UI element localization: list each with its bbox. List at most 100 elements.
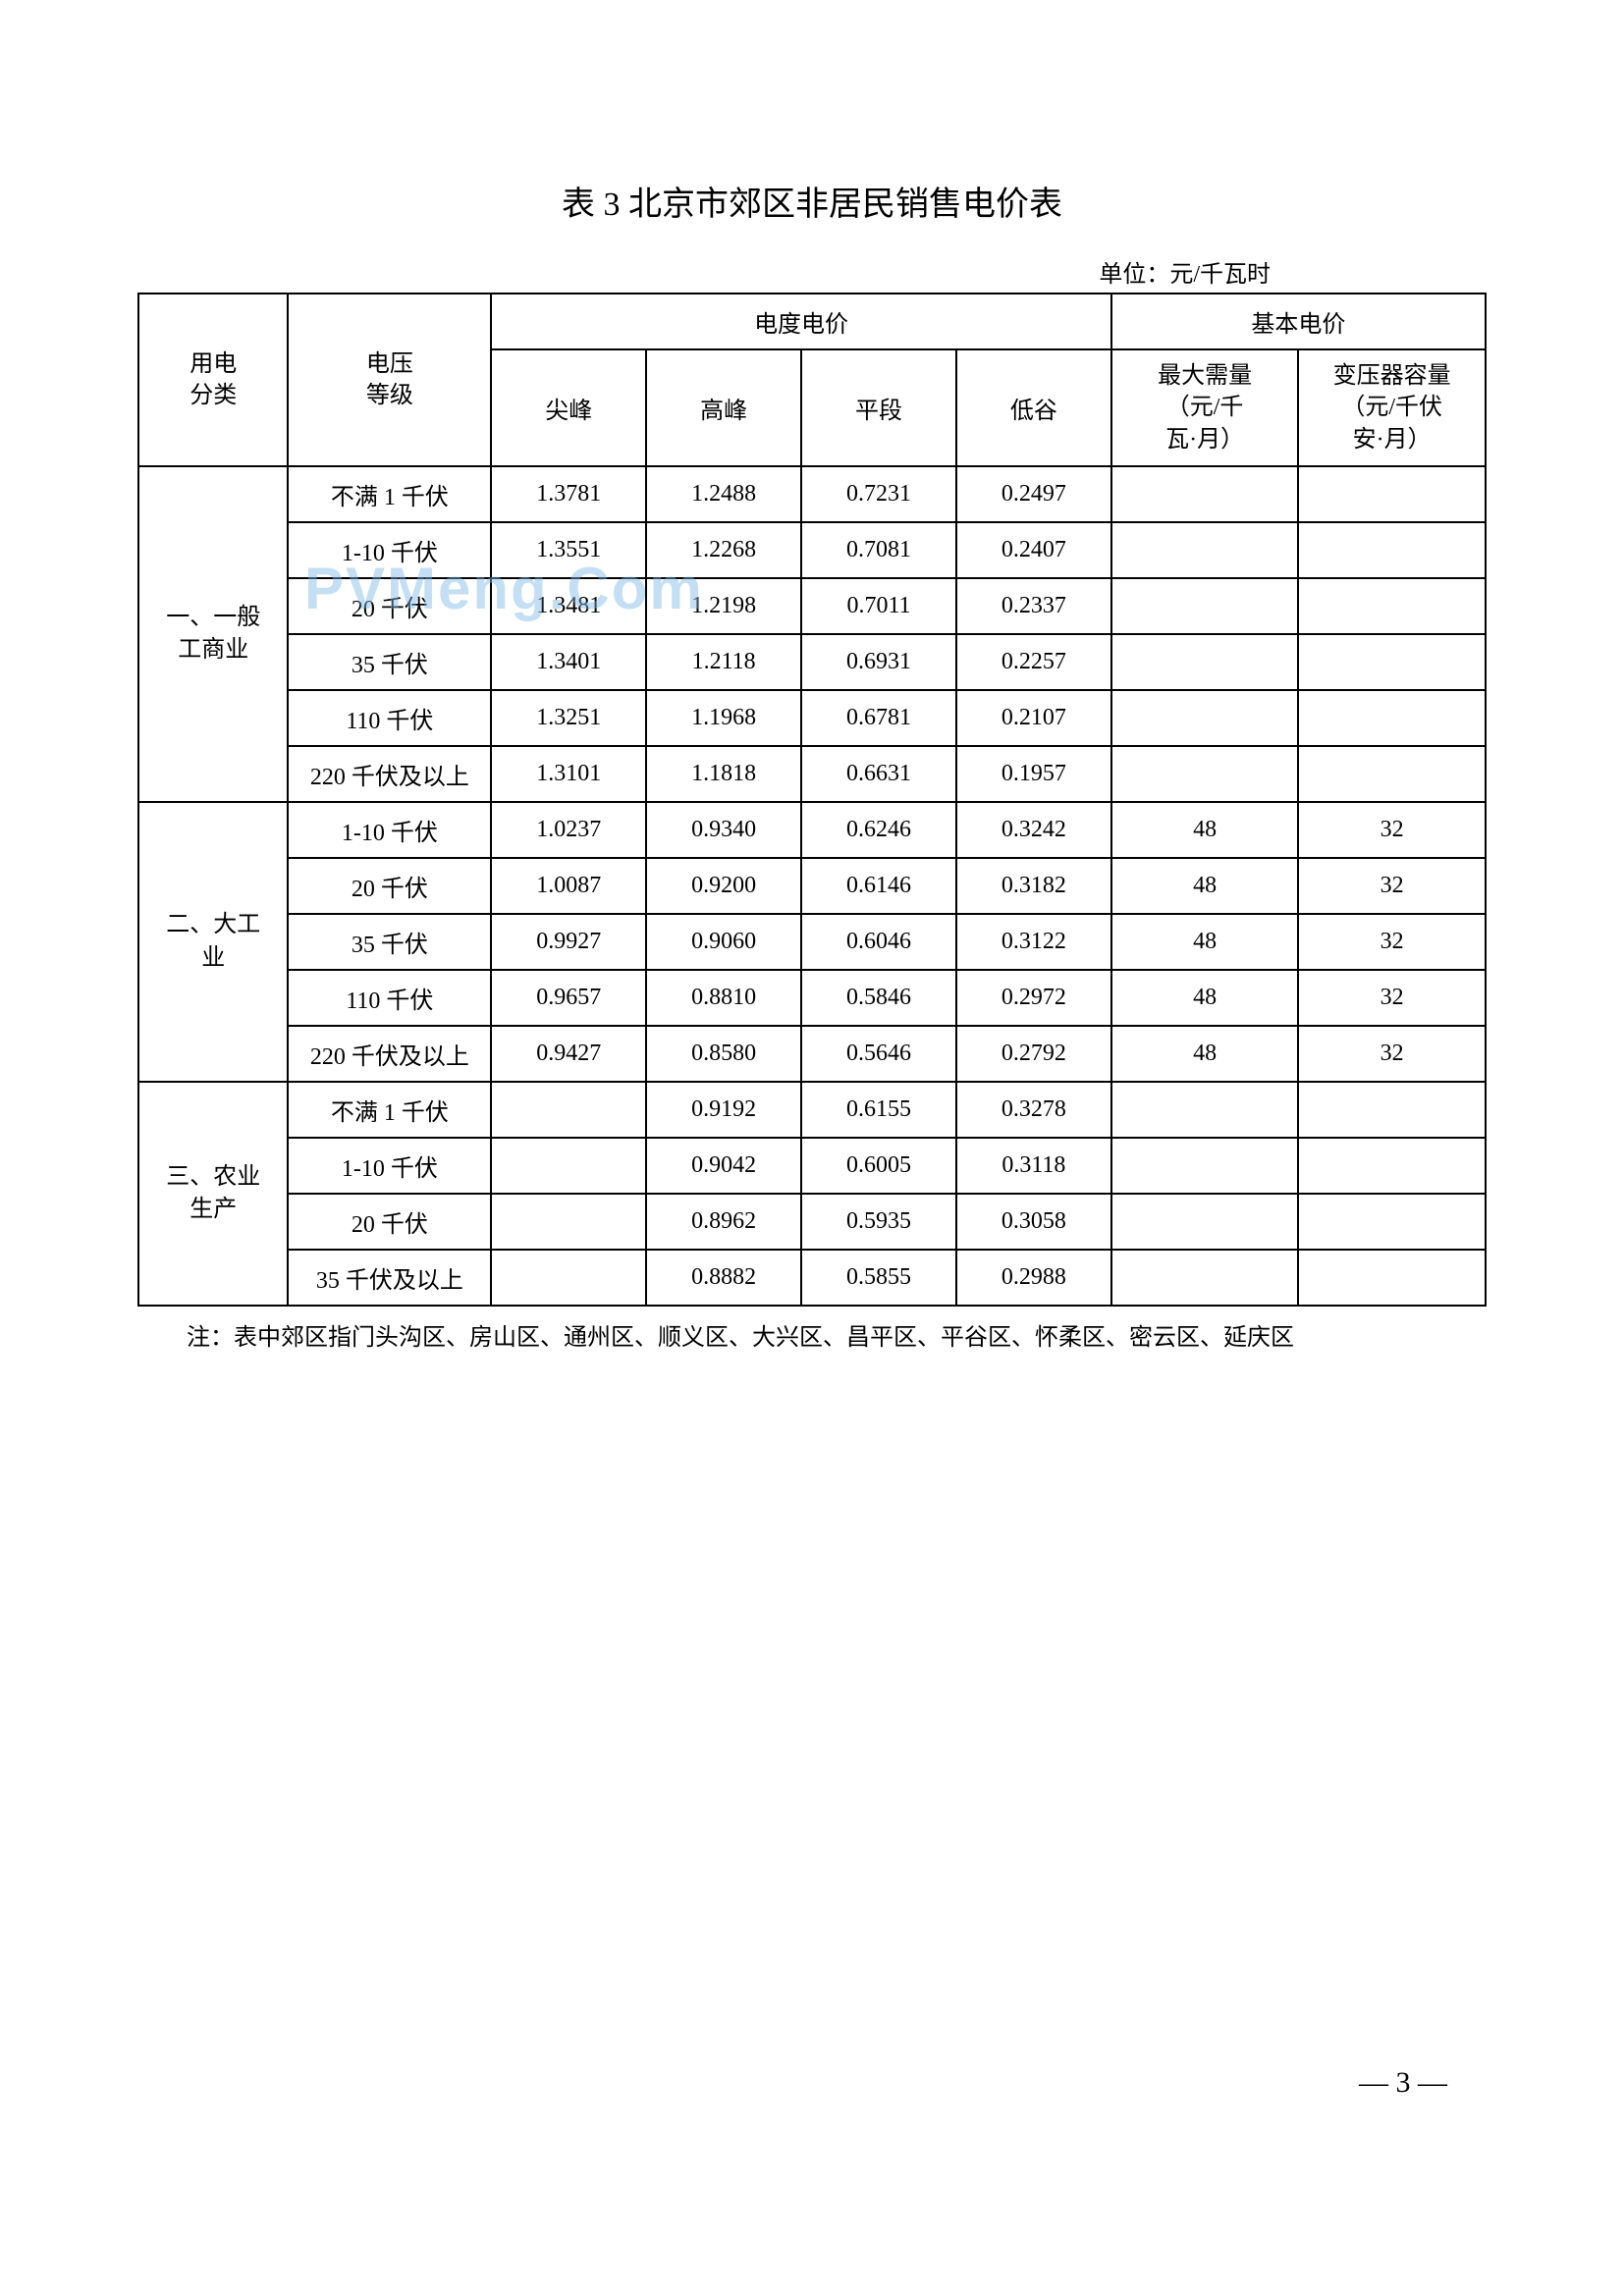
cell-sharp: 0.9427: [491, 1026, 646, 1082]
header-max-demand: 最大需量 （元/千 瓦·月）: [1111, 349, 1299, 466]
cell-valley: 0.3182: [956, 858, 1111, 914]
cell-valley: 0.2792: [956, 1026, 1111, 1082]
cell-demand: 48: [1111, 970, 1299, 1026]
cell-flat: 0.5646: [801, 1026, 956, 1082]
cell-valley: 0.3278: [956, 1082, 1111, 1138]
cell-trans: [1298, 746, 1486, 802]
cell-valley: 0.2497: [956, 466, 1111, 522]
cell-valley: 0.2107: [956, 690, 1111, 746]
cell-flat: 0.6931: [801, 634, 956, 690]
cell-voltage: 110 千伏: [288, 690, 491, 746]
cell-high: 1.1968: [646, 690, 801, 746]
cell-sharp: 1.3401: [491, 634, 646, 690]
cell-trans: [1298, 634, 1486, 690]
table-row: 1-10 千伏1.35511.22680.70810.2407: [138, 522, 1486, 578]
cell-demand: [1111, 578, 1299, 634]
note-label: 注：: [187, 1325, 234, 1351]
header-base-price: 基本电价: [1111, 294, 1486, 349]
cell-voltage: 35 千伏: [288, 914, 491, 970]
cell-flat: 0.7011: [801, 578, 956, 634]
cell-flat: 0.6781: [801, 690, 956, 746]
header-row-1: 用电 分类 电压 等级 电度电价 基本电价: [138, 294, 1486, 349]
cell-voltage: 35 千伏: [288, 634, 491, 690]
cell-voltage: 不满 1 千伏: [288, 1082, 491, 1138]
table-body: 一、一般 工商业不满 1 千伏1.37811.24880.72310.24971…: [138, 466, 1486, 1306]
cell-valley: 0.2337: [956, 578, 1111, 634]
cell-flat: 0.7081: [801, 522, 956, 578]
cell-voltage: 1-10 千伏: [288, 522, 491, 578]
table-row: 220 千伏及以上0.94270.85800.56460.27924832: [138, 1026, 1486, 1082]
table-title: 表 3 北京市郊区非居民销售电价表: [137, 177, 1487, 225]
cell-sharp: [491, 1250, 646, 1306]
table-row: 35 千伏0.99270.90600.60460.31224832: [138, 914, 1486, 970]
cell-sharp: 0.9927: [491, 914, 646, 970]
table-row: 35 千伏及以上0.88820.58550.2988: [138, 1250, 1486, 1306]
cell-high: 0.9060: [646, 914, 801, 970]
cell-trans: 32: [1298, 970, 1486, 1026]
header-category: 用电 分类: [138, 294, 288, 466]
unit-label: 单位：元/千瓦时: [137, 254, 1487, 289]
cell-sharp: 1.3101: [491, 746, 646, 802]
cell-valley: 0.2257: [956, 634, 1111, 690]
cell-voltage: 20 千伏: [288, 1194, 491, 1250]
cell-sharp: 1.3551: [491, 522, 646, 578]
cell-valley: 0.2988: [956, 1250, 1111, 1306]
cell-sharp: 1.3251: [491, 690, 646, 746]
table-row: 20 千伏0.89620.59350.3058: [138, 1194, 1486, 1250]
cell-high: 1.2118: [646, 634, 801, 690]
cell-sharp: [491, 1138, 646, 1194]
cell-flat: 0.6146: [801, 858, 956, 914]
cell-sharp: [491, 1082, 646, 1138]
table-row: 110 千伏1.32511.19680.67810.2107: [138, 690, 1486, 746]
note-text: 表中郊区指门头沟区、房山区、通州区、顺义区、大兴区、昌平区、平谷区、怀柔区、密云…: [234, 1325, 1294, 1351]
cell-demand: [1111, 1250, 1299, 1306]
cell-flat: 0.6046: [801, 914, 956, 970]
header-voltage: 电压 等级: [288, 294, 491, 466]
cell-high: 1.1818: [646, 746, 801, 802]
cell-demand: [1111, 522, 1299, 578]
cell-trans: [1298, 1138, 1486, 1194]
table-row: 220 千伏及以上1.31011.18180.66310.1957: [138, 746, 1486, 802]
cell-demand: [1111, 466, 1299, 522]
cell-sharp: 0.9657: [491, 970, 646, 1026]
cell-valley: 0.1957: [956, 746, 1111, 802]
cell-voltage: 110 千伏: [288, 970, 491, 1026]
cell-voltage: 220 千伏及以上: [288, 1026, 491, 1082]
cell-trans: [1298, 1082, 1486, 1138]
cell-trans: 32: [1298, 858, 1486, 914]
cell-voltage: 不满 1 千伏: [288, 466, 491, 522]
cell-high: 1.2198: [646, 578, 801, 634]
header-peak-sharp: 尖峰: [491, 349, 646, 466]
cell-flat: 0.5846: [801, 970, 956, 1026]
cell-demand: [1111, 1082, 1299, 1138]
category-cell: 二、大工 业: [138, 802, 288, 1082]
cell-high: 1.2268: [646, 522, 801, 578]
cell-demand: [1111, 1194, 1299, 1250]
cell-high: 0.8962: [646, 1194, 801, 1250]
cell-sharp: 1.0237: [491, 802, 646, 858]
cell-trans: 32: [1298, 802, 1486, 858]
cell-trans: [1298, 522, 1486, 578]
cell-sharp: 1.0087: [491, 858, 646, 914]
cell-valley: 0.2972: [956, 970, 1111, 1026]
cell-sharp: [491, 1194, 646, 1250]
cell-voltage: 1-10 千伏: [288, 1138, 491, 1194]
cell-flat: 0.7231: [801, 466, 956, 522]
cell-trans: 32: [1298, 1026, 1486, 1082]
header-flat: 平段: [801, 349, 956, 466]
cell-high: 0.8882: [646, 1250, 801, 1306]
table-row: 20 千伏1.00870.92000.61460.31824832: [138, 858, 1486, 914]
category-cell: 一、一般 工商业: [138, 466, 288, 802]
cell-valley: 0.2407: [956, 522, 1111, 578]
table-row: 20 千伏1.34811.21980.70110.2337: [138, 578, 1486, 634]
cell-demand: [1111, 690, 1299, 746]
cell-flat: 0.5935: [801, 1194, 956, 1250]
cell-trans: [1298, 690, 1486, 746]
table-row: 二、大工 业1-10 千伏1.02370.93400.62460.3242483…: [138, 802, 1486, 858]
cell-high: 1.2488: [646, 466, 801, 522]
cell-high: 0.9340: [646, 802, 801, 858]
cell-voltage: 1-10 千伏: [288, 802, 491, 858]
cell-voltage: 20 千伏: [288, 578, 491, 634]
cell-valley: 0.3242: [956, 802, 1111, 858]
cell-demand: 48: [1111, 858, 1299, 914]
